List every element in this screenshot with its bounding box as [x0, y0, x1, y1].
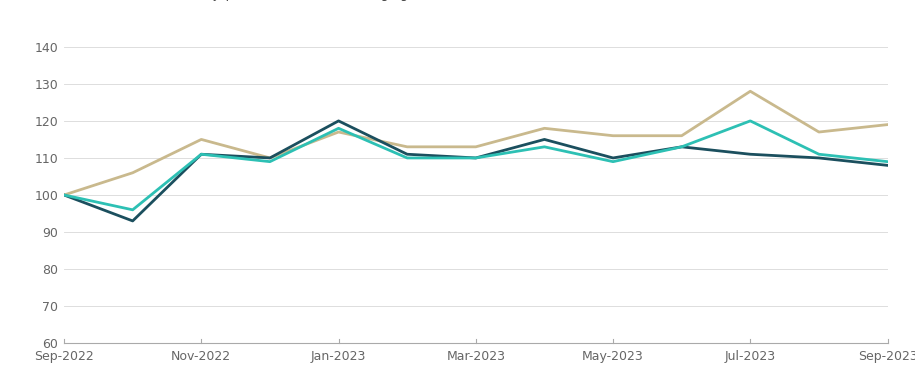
- MSCI AC Asia ex Japan: [882, 163, 893, 168]
- MSCI AC Asia ex Japan: [608, 156, 619, 160]
- MSCI AC Asia ex Japan: [813, 156, 824, 160]
- MSCI AC Asia ex Japan: [470, 156, 481, 160]
- Line: MSCI AC Asia ex Japan: MSCI AC Asia ex Japan: [64, 121, 888, 221]
- MSCI ACWI: [813, 129, 824, 134]
- MSCI Emerging Markets: [608, 159, 619, 164]
- MSCI ACWI: [127, 170, 138, 175]
- MSCI ACWI: [539, 126, 550, 131]
- MSCI Emerging Markets: [264, 159, 275, 164]
- MSCI AC Asia ex Japan: [264, 156, 275, 160]
- MSCI ACWI: [470, 144, 481, 149]
- MSCI Emerging Markets: [539, 144, 550, 149]
- MSCI Emerging Markets: [127, 207, 138, 212]
- MSCI Emerging Markets: [676, 144, 687, 149]
- MSCI ACWI: [402, 144, 413, 149]
- Line: MSCI ACWI: MSCI ACWI: [64, 91, 888, 195]
- MSCI ACWI: [264, 156, 275, 160]
- MSCI AC Asia ex Japan: [745, 152, 756, 156]
- MSCI ACWI: [882, 122, 893, 127]
- MSCI AC Asia ex Japan: [539, 137, 550, 142]
- Line: MSCI Emerging Markets: MSCI Emerging Markets: [64, 121, 888, 210]
- MSCI ACWI: [676, 133, 687, 138]
- Legend: MSCI AC Asia ex Japan, MSCI Emerging Markets, MSCI ACWI: MSCI AC Asia ex Japan, MSCI Emerging Mar…: [70, 0, 594, 1]
- MSCI AC Asia ex Japan: [676, 144, 687, 149]
- MSCI Emerging Markets: [882, 159, 893, 164]
- MSCI Emerging Markets: [59, 193, 70, 197]
- MSCI ACWI: [59, 193, 70, 197]
- MSCI Emerging Markets: [813, 152, 824, 156]
- MSCI Emerging Markets: [470, 156, 481, 160]
- MSCI ACWI: [333, 129, 344, 134]
- MSCI ACWI: [196, 137, 207, 142]
- MSCI Emerging Markets: [402, 156, 413, 160]
- MSCI AC Asia ex Japan: [196, 152, 207, 156]
- MSCI AC Asia ex Japan: [402, 152, 413, 156]
- MSCI AC Asia ex Japan: [333, 119, 344, 123]
- MSCI AC Asia ex Japan: [59, 193, 70, 197]
- MSCI Emerging Markets: [333, 126, 344, 131]
- MSCI ACWI: [608, 133, 619, 138]
- MSCI ACWI: [745, 89, 756, 94]
- MSCI Emerging Markets: [196, 152, 207, 156]
- MSCI AC Asia ex Japan: [127, 218, 138, 223]
- MSCI Emerging Markets: [745, 119, 756, 123]
